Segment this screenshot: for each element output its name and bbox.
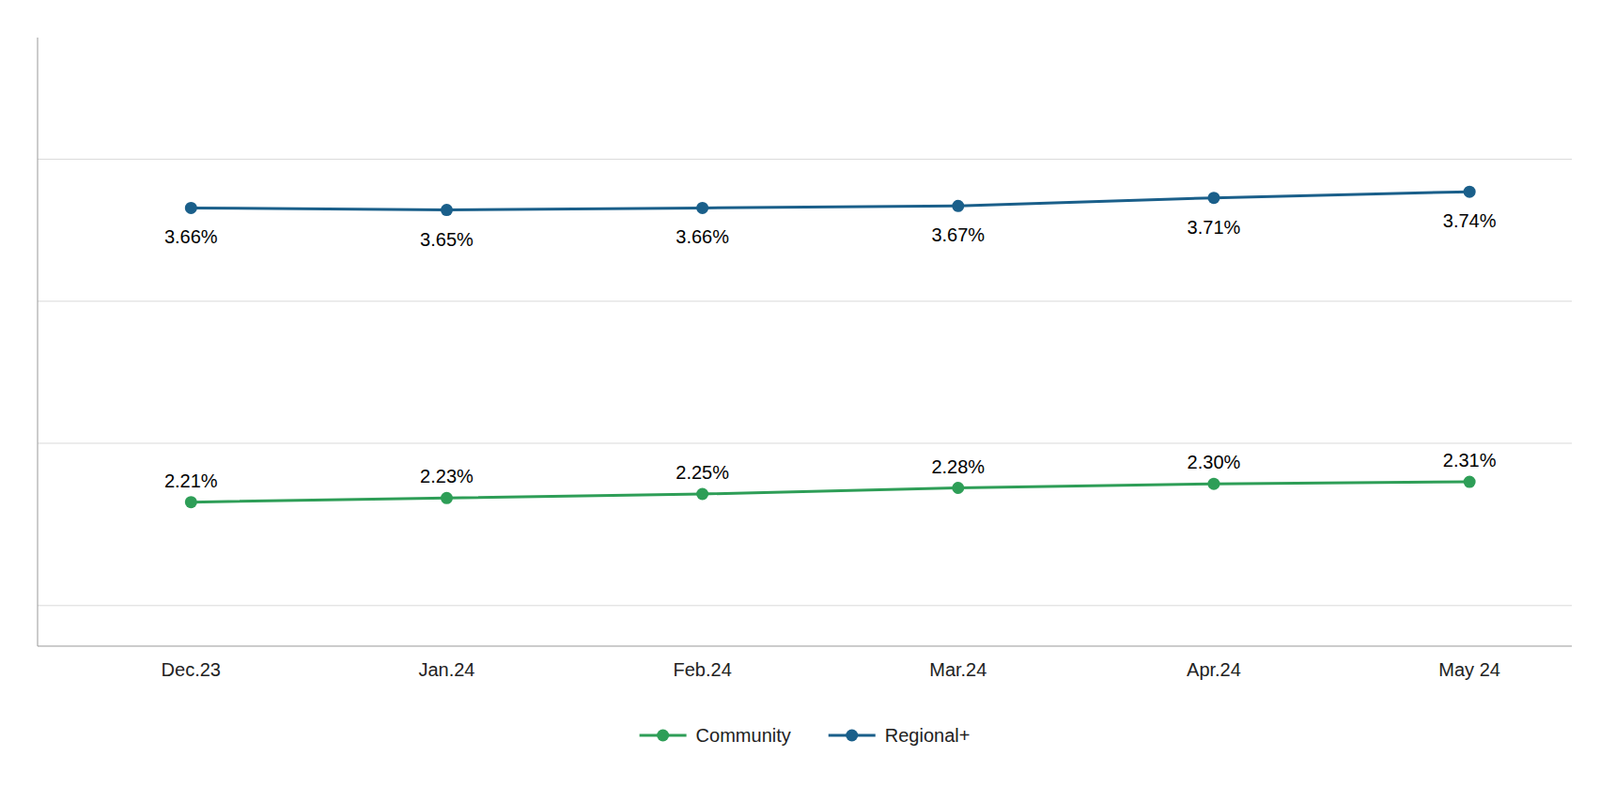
legend-item: Community xyxy=(639,725,792,746)
legend-item: Regional+ xyxy=(828,725,971,746)
series-marker xyxy=(185,496,198,509)
plot-area xyxy=(185,186,1476,509)
x-axis-line xyxy=(37,646,1572,648)
grid-line xyxy=(37,605,1572,606)
series-marker xyxy=(951,200,964,213)
legend-label: Community xyxy=(696,725,792,746)
series-marker xyxy=(1207,478,1220,491)
chart-svg: Dec.23 Jan.24 Feb.24 Mar.24 Apr.24 May 24 2.21… xyxy=(0,0,1600,787)
series-marker xyxy=(696,201,709,215)
x-tick-label: May 24 xyxy=(1438,659,1501,681)
legend-marker xyxy=(656,730,669,743)
series-marker xyxy=(696,488,709,501)
data-label: 2.30% xyxy=(1187,451,1242,473)
data-label: 3.66% xyxy=(675,226,730,248)
data-labels: 2.21% 2.23% 2.25% 2.28% 2.30% 2.31% 3.66% 3.65%… xyxy=(164,210,1497,491)
chart-container: Dec.23 Jan.24 Feb.24 Mar.24 Apr.24 May 24 2.21… xyxy=(0,0,1600,787)
y-axis-line xyxy=(37,37,39,647)
series-line xyxy=(190,191,1470,210)
x-tick-label: Dec.23 xyxy=(161,659,221,681)
data-label: 2.28% xyxy=(931,456,985,478)
series-marker xyxy=(185,201,198,215)
data-label: 2.23% xyxy=(419,466,474,487)
series-marker xyxy=(440,203,453,217)
data-label: 2.21% xyxy=(164,470,218,492)
x-tick-label: Mar.24 xyxy=(929,659,987,681)
grid-line xyxy=(37,443,1572,445)
series-marker xyxy=(951,481,964,495)
series-line xyxy=(190,481,1470,503)
data-label: 2.31% xyxy=(1443,450,1497,471)
legend: Community Regional+ xyxy=(639,725,971,746)
data-label: 2.25% xyxy=(675,462,730,483)
series-marker xyxy=(1207,191,1220,204)
legend-label: Regional+ xyxy=(885,725,971,746)
legend-marker xyxy=(845,730,858,743)
data-label: 3.71% xyxy=(1187,217,1242,238)
data-label: 3.66% xyxy=(164,226,218,248)
series-marker xyxy=(440,492,453,505)
data-label: 3.67% xyxy=(931,224,985,246)
x-tick-label: Jan.24 xyxy=(418,659,475,681)
grid-line xyxy=(37,158,1572,160)
series-marker xyxy=(1463,186,1476,199)
series-marker xyxy=(1463,476,1476,489)
x-tick-label: Feb.24 xyxy=(673,659,732,681)
data-label: 3.74% xyxy=(1443,210,1497,232)
data-label: 3.65% xyxy=(419,229,474,250)
x-tick-label: Apr.24 xyxy=(1186,659,1242,681)
grid-line xyxy=(37,300,1572,302)
